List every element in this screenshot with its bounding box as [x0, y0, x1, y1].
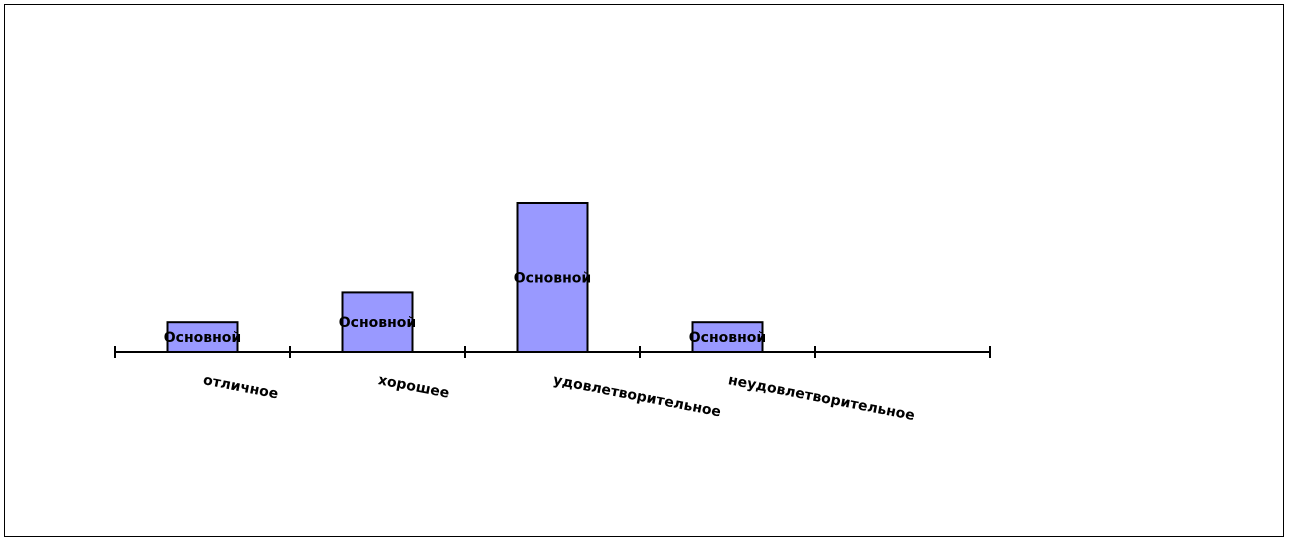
chart-frame	[4, 4, 1284, 537]
x-tick-label-1: отличное	[202, 372, 280, 402]
x-tick-label-3: удовлетворительное	[552, 372, 723, 420]
x-tick-label-4: неудовлетворительное	[727, 372, 916, 424]
x-axis	[114, 346, 991, 358]
data-label-3: Основной	[514, 271, 591, 287]
bars-layer	[166, 202, 764, 354]
data-label-2: Основной	[339, 315, 416, 331]
data-label-4: Основной	[689, 330, 766, 346]
bar-3	[516, 202, 589, 353]
x-tick-label-2: хорошее	[377, 372, 451, 401]
data-label-1: Основной	[164, 330, 241, 346]
